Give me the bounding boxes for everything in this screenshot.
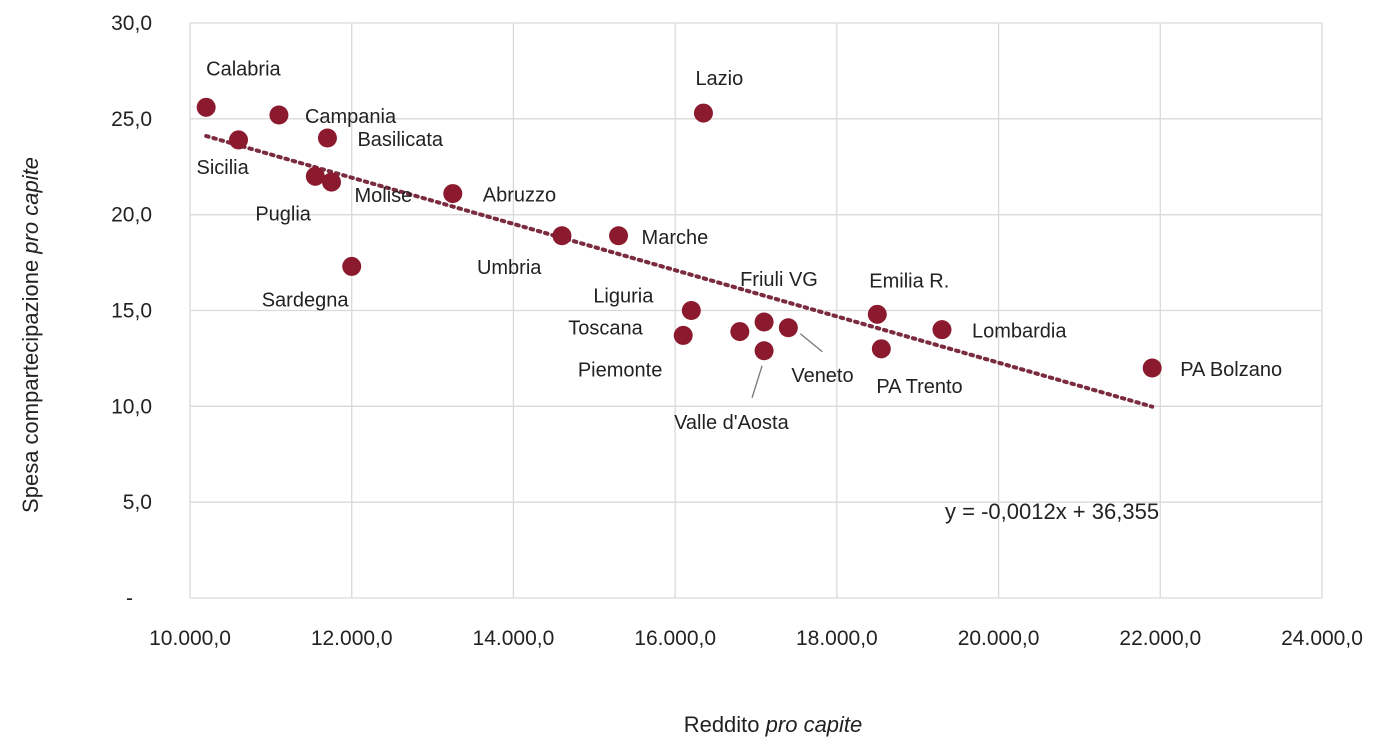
point-label-molise: Molise — [355, 185, 413, 207]
point-label-campania: Campania — [305, 106, 397, 128]
point-label-liguria: Liguria — [593, 286, 654, 308]
y-tick-label: 5,0 — [123, 491, 152, 514]
point-label-lombardia: Lombardia — [972, 321, 1067, 343]
point-label-abruzzo: Abruzzo — [483, 185, 556, 207]
x-tick-label: 18.000,0 — [796, 627, 878, 650]
point-label-puglia: Puglia — [255, 203, 311, 225]
point-label-sicilia: Sicilia — [197, 157, 250, 179]
data-points — [196, 97, 1162, 378]
data-point-lombardia — [932, 320, 952, 340]
point-label-piemonte: Piemonte — [578, 360, 663, 382]
data-point-veneto — [778, 318, 798, 338]
point-label-pa-bolzano: PA Bolzano — [1180, 359, 1282, 381]
x-tick-label: 10.000,0 — [149, 627, 231, 650]
leader-line-valle-daosta — [751, 365, 763, 398]
data-point-toscana — [673, 325, 693, 345]
y-tick-label: 20,0 — [111, 204, 152, 227]
y-tick-label: 30,0 — [111, 12, 152, 35]
data-point-calabria — [196, 97, 216, 117]
data-point-basilicata — [317, 128, 337, 148]
point-label-marche: Marche — [642, 227, 709, 249]
data-point-lazio — [693, 103, 713, 123]
trendline — [204, 133, 1155, 409]
point-label-sardegna: Sardegna — [262, 289, 350, 311]
data-point-liguria — [681, 301, 701, 320]
leader-lines — [751, 333, 823, 398]
trendline-equation: y = -0,0012x + 36,355 — [945, 499, 1159, 524]
data-point-friuli-vg — [754, 312, 774, 332]
point-label-emilia-r-: Emilia R. — [869, 270, 949, 292]
y-tick-label: 10,0 — [111, 395, 152, 418]
data-point-campania — [269, 105, 289, 125]
point-label-pa-trento: PA Trento — [876, 376, 962, 398]
leader-line-veneto — [799, 333, 823, 353]
data-point-umbria — [552, 226, 572, 246]
data-point-abruzzo — [443, 184, 463, 204]
x-tick-label: 14.000,0 — [473, 627, 555, 650]
y-tick-label: - — [126, 587, 133, 610]
point-label-valle-d-aosta: Valle d'Aosta — [674, 412, 790, 434]
y-axis-title: Spesa compartecipazione pro capite — [18, 157, 43, 513]
point-label-friuli-vg: Friuli VG — [740, 269, 818, 291]
x-axis-title: Reddito pro capite — [684, 712, 863, 737]
y-tick-label: 15,0 — [111, 300, 152, 323]
x-axis-tick-labels: 10.000,0 12.000,0 14.000,0 16.000,0 18.000,0… — [149, 627, 1363, 650]
y-tick-label: 25,0 — [111, 108, 152, 131]
x-tick-label: 20.000,0 — [958, 627, 1040, 650]
x-tick-label: 24.000,0 — [1281, 627, 1363, 650]
y-axis-tick-labels: - 5,0 10,0 15,0 20,0 25,0 30,0 — [111, 12, 152, 610]
point-label-umbria: Umbria — [477, 257, 542, 279]
x-tick-label: 22.000,0 — [1119, 627, 1201, 650]
trendline-layer — [204, 133, 1155, 409]
x-tick-label: 12.000,0 — [311, 627, 393, 650]
x-tick-label: 16.000,0 — [634, 627, 716, 650]
point-label-calabria: Calabria — [206, 58, 281, 80]
point-label-lazio: Lazio — [695, 68, 743, 90]
data-point-piemonte — [730, 322, 750, 342]
data-point-marche — [609, 226, 629, 246]
point-label-basilicata: Basilicata — [357, 129, 443, 151]
data-point-emilia-r- — [867, 304, 887, 324]
data-point-valle-d-aosta — [754, 341, 774, 361]
data-point-pa-bolzano — [1142, 358, 1162, 378]
data-point-sicilia — [229, 130, 249, 150]
point-label-toscana: Toscana — [568, 317, 643, 339]
data-point-sardegna — [342, 256, 362, 276]
data-point-pa-trento — [871, 339, 891, 359]
point-label-veneto: Veneto — [791, 365, 853, 387]
data-point-puglia — [305, 166, 325, 186]
data-point-molise — [322, 172, 341, 192]
gridlines — [189, 22, 1323, 599]
